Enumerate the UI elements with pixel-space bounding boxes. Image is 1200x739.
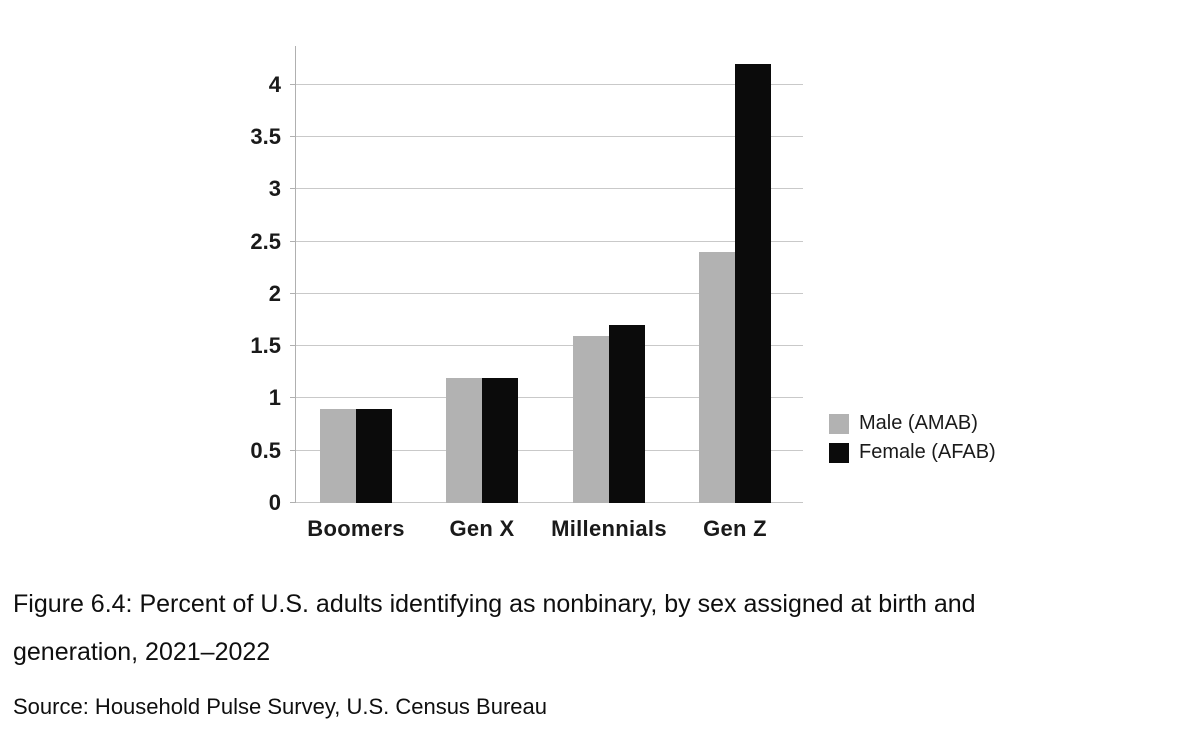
gridline [295, 84, 803, 85]
x-axis-line [295, 502, 803, 503]
y-tick-mark [290, 188, 295, 189]
bar-male-amab-gen-x [446, 378, 482, 503]
caption-line-1: Figure 6.4: Percent of U.S. adults ident… [13, 590, 976, 618]
y-tick-mark [290, 84, 295, 85]
bar-chart-plot-area: 0 0.5 1 1.5 2 2.5 3 3.5 4 Boomers Gen X Millennials… [250, 46, 803, 541]
legend-item-male-amab: Male (AMAB) [829, 412, 996, 434]
x-category-label-boomers: Boomers [307, 516, 405, 541]
gridline [295, 345, 803, 346]
y-tick-label: 0.5 [250, 438, 281, 463]
legend-item-female-afab: Female (AFAB) [829, 441, 996, 463]
source-note: Source: Household Pulse Survey, U.S. Cen… [13, 694, 547, 719]
gridline [295, 293, 803, 294]
y-tick-mark [290, 241, 295, 242]
legend-label-male: Male (AMAB) [859, 412, 978, 434]
gridline [295, 397, 803, 398]
legend: Male (AMAB) Female (AFAB) [829, 412, 996, 471]
gridline [295, 450, 803, 451]
y-tick-label: 1.5 [250, 333, 281, 358]
bar-male-amab-millennials [573, 336, 609, 503]
bar-female-afab-boomers [356, 409, 392, 503]
legend-label-female: Female (AFAB) [859, 441, 996, 463]
y-tick-mark [290, 293, 295, 294]
x-category-label-gen-x: Gen X [449, 516, 515, 541]
y-tick-mark [290, 502, 295, 503]
bar-male-amab-gen-z [699, 252, 735, 503]
bar-female-afab-gen-x [482, 378, 518, 503]
x-category-label-millennials: Millennials [551, 516, 667, 541]
y-tick-mark [290, 345, 295, 346]
y-axis-line [295, 46, 296, 503]
bar-male-amab-boomers [320, 409, 356, 503]
y-tick-mark [290, 450, 295, 451]
gridline [295, 241, 803, 242]
y-tick-mark [290, 397, 295, 398]
figure-caption: Figure 6.4: Percent of U.S. adults ident… [13, 580, 1193, 676]
gridline [295, 188, 803, 189]
y-tick-label: 2.5 [250, 229, 281, 254]
bar-female-afab-gen-z [735, 64, 771, 503]
caption-line-2: generation, 2021–2022 [13, 638, 271, 666]
y-tick-label: 1 [268, 385, 281, 410]
x-category-label-gen-z: Gen Z [703, 516, 767, 541]
y-tick-label: 4 [268, 72, 281, 97]
y-tick-label: 2 [268, 281, 281, 306]
y-tick-label: 0 [268, 490, 281, 515]
gridline [295, 136, 803, 137]
y-tick-mark [290, 136, 295, 137]
bar-female-afab-millennials [609, 325, 645, 503]
legend-swatch-female [829, 442, 849, 463]
y-tick-label: 3 [268, 176, 281, 201]
y-tick-label: 3.5 [250, 124, 281, 149]
legend-swatch-male [829, 413, 849, 434]
